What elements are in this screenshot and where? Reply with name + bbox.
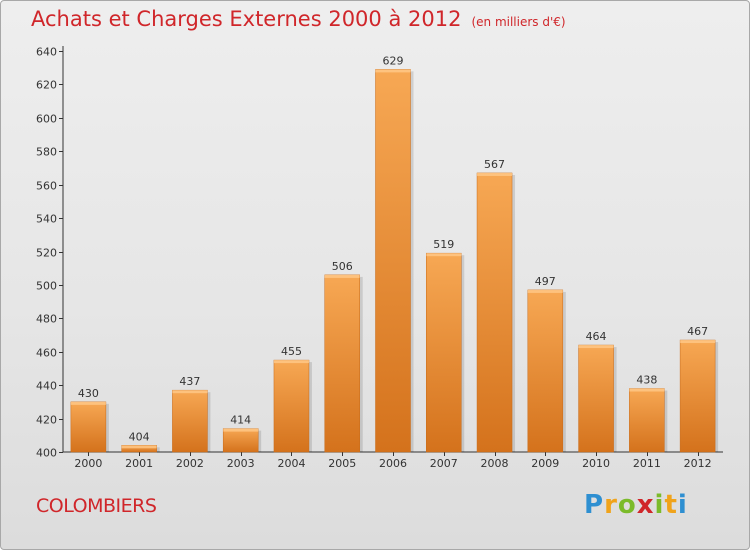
x-tick-label-2009: 2009: [531, 457, 559, 470]
bar-top-highlight: [527, 289, 563, 293]
bar-2004: [273, 359, 310, 453]
y-tick-label: 400: [36, 447, 57, 460]
bar-2011: [629, 388, 665, 453]
bar-top-highlight: [273, 360, 309, 364]
x-tick-label-2000: 2000: [74, 457, 102, 470]
bar-top-highlight: [172, 390, 208, 394]
bar-2008: [476, 172, 513, 453]
y-tick-label: 640: [36, 46, 57, 59]
bar-2007: [426, 252, 462, 453]
bar-top-highlight: [426, 253, 462, 257]
value-label-2008: 567: [484, 158, 505, 171]
x-tick-label-2004: 2004: [277, 457, 305, 470]
bar-2005: [324, 274, 360, 453]
value-label-2000: 430: [78, 387, 99, 400]
x-tick-label-2002: 2002: [176, 457, 204, 470]
bar-top-highlight: [70, 401, 106, 405]
bar-top-highlight: [629, 388, 665, 392]
bar-2000: [70, 401, 107, 453]
bar-2012: [679, 339, 716, 453]
x-tick-label-2005: 2005: [328, 457, 356, 470]
x-tick-label-2012: 2012: [684, 457, 712, 470]
city-name: COLOMBIERS: [36, 495, 157, 517]
bar-top-highlight: [223, 428, 259, 432]
value-label-2005: 506: [332, 260, 353, 273]
value-label-2003: 414: [230, 414, 251, 427]
bar-2002: [172, 389, 208, 453]
bar-top-highlight: [578, 345, 614, 349]
y-tick-label: 480: [36, 313, 57, 326]
y-tick-label: 600: [36, 113, 57, 126]
value-label-2007: 519: [433, 238, 454, 251]
proxiti-logo[interactable]: Proxiti: [584, 490, 688, 520]
x-tick-label-2001: 2001: [125, 457, 153, 470]
y-tick-label: 580: [36, 146, 57, 159]
x-tick-label-2007: 2007: [430, 457, 458, 470]
bar-top-highlight: [477, 172, 513, 176]
y-tick-label: 420: [36, 414, 57, 427]
bars-group: [70, 69, 719, 453]
bar-top-highlight: [680, 340, 716, 344]
y-tick-label: 460: [36, 347, 57, 360]
x-tick-label-2006: 2006: [379, 457, 407, 470]
y-tick-label: 560: [36, 180, 57, 193]
value-label-2001: 404: [129, 430, 150, 443]
value-label-2006: 629: [383, 54, 404, 67]
x-tick-label-2010: 2010: [582, 457, 610, 470]
x-tick-label-2008: 2008: [481, 457, 509, 470]
chart-title: Achats et Charges Externes 2000 à 2012 (e…: [31, 7, 566, 31]
chart-subtitle: (en milliers d'€): [471, 15, 566, 29]
labels-group: 430 2000 404 2001 437 2002 414 2003 455 2004 506 20…: [74, 54, 711, 470]
value-label-2011: 438: [636, 374, 657, 387]
y-tick-label: 440: [36, 380, 57, 393]
bar-2010: [578, 344, 614, 453]
bar-top-highlight: [375, 69, 411, 73]
value-label-2012: 467: [687, 325, 708, 338]
bar-top-highlight: [324, 274, 360, 278]
bar-2006: [375, 69, 411, 453]
value-label-2002: 437: [179, 375, 200, 388]
axes-group: 400 420 440 460 480 500 520 540 560 580 600 620 640: [36, 46, 723, 460]
y-tick-label: 520: [36, 247, 57, 260]
value-label-2010: 464: [586, 330, 607, 343]
x-tick-label-2003: 2003: [227, 457, 255, 470]
x-tick-label-2011: 2011: [633, 457, 661, 470]
value-label-2009: 497: [535, 275, 556, 288]
bar-2009: [527, 289, 564, 453]
bar-2003: [222, 428, 259, 453]
value-label-2004: 455: [281, 345, 302, 358]
y-tick-label: 540: [36, 213, 57, 226]
y-tick-label: 500: [36, 280, 57, 293]
bar-top-highlight: [121, 445, 157, 449]
chart-title-text: Achats et Charges Externes 2000 à 2012: [31, 7, 462, 31]
y-tick-label: 620: [36, 79, 57, 92]
